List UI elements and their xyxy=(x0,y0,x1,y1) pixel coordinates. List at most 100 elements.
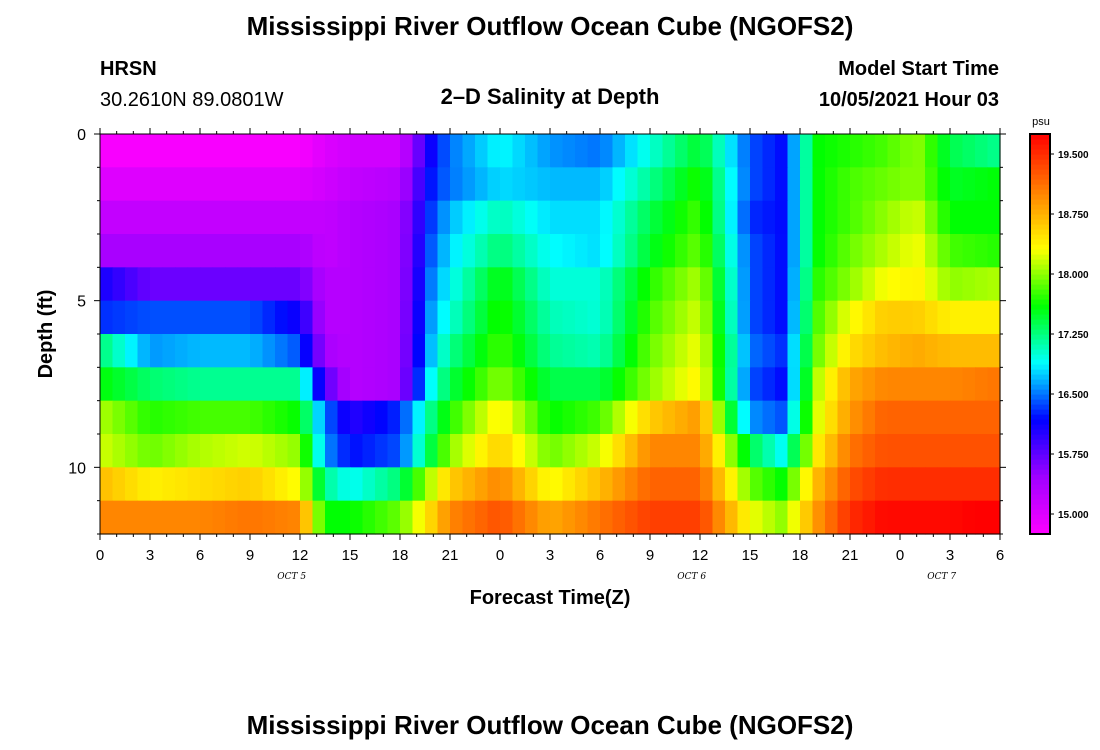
heatmap-cell xyxy=(837,300,851,335)
heatmap-cell xyxy=(287,134,301,168)
heatmap-cell xyxy=(262,267,276,302)
heatmap-cell xyxy=(562,334,576,368)
heatmap-cell xyxy=(425,167,439,202)
heatmap-cell xyxy=(537,267,551,302)
heatmap-cell xyxy=(237,367,251,402)
heatmap-cell xyxy=(987,167,1001,202)
heatmap-cell xyxy=(700,500,714,535)
heatmap-cell xyxy=(150,234,164,268)
heatmap-cell xyxy=(287,167,301,202)
heatmap-cell xyxy=(250,300,264,335)
heatmap-cell xyxy=(662,367,676,402)
heatmap-cell xyxy=(600,267,614,302)
heatmap-cell xyxy=(350,200,364,235)
heatmap-cell xyxy=(887,467,901,502)
heatmap-cell xyxy=(600,367,614,402)
heatmap-cell xyxy=(950,300,964,335)
heatmap-cell xyxy=(262,334,276,368)
heatmap-cell xyxy=(387,500,401,535)
heatmap-cell xyxy=(450,434,464,468)
heatmap-cell xyxy=(437,500,451,535)
heatmap-cell xyxy=(575,134,589,168)
heatmap-cell xyxy=(100,367,114,402)
heatmap-cell xyxy=(350,334,364,368)
colorbar-segment xyxy=(1030,134,1050,140)
heatmap-cell xyxy=(262,234,276,268)
heatmap-cell xyxy=(212,367,226,402)
heatmap-cell xyxy=(437,267,451,302)
heatmap-cell xyxy=(200,200,214,235)
heatmap-cell xyxy=(487,467,501,502)
heatmap-cell xyxy=(487,434,501,468)
heatmap-cell xyxy=(525,500,539,535)
heatmap-cell xyxy=(237,134,251,168)
colorbar-segment xyxy=(1030,189,1050,195)
heatmap-cell xyxy=(325,400,339,435)
heatmap-cell xyxy=(962,234,976,268)
colorbar-segment xyxy=(1030,519,1050,525)
heatmap-cell xyxy=(762,167,776,202)
heatmap-cell xyxy=(425,200,439,235)
heatmap-cell xyxy=(225,400,239,435)
heatmap-cell xyxy=(225,367,239,402)
heatmap-cell xyxy=(300,467,314,502)
heatmap-cell xyxy=(575,234,589,268)
heatmap-cell xyxy=(650,134,664,168)
heatmap-cell xyxy=(850,367,864,402)
heatmap-cell xyxy=(175,367,189,402)
heatmap-cell xyxy=(100,334,114,368)
y-tick-label: 5 xyxy=(77,294,86,311)
heatmap-cell xyxy=(400,300,414,335)
heatmap-cell xyxy=(775,167,789,202)
heatmap-cell xyxy=(787,367,801,402)
heatmap-cell xyxy=(375,200,389,235)
heatmap-cell xyxy=(925,167,939,202)
heatmap-cell xyxy=(287,467,301,502)
colorbar-segment xyxy=(1030,209,1050,215)
heatmap-cell xyxy=(787,267,801,302)
heatmap-cell xyxy=(937,367,951,402)
colorbar-segment xyxy=(1030,154,1050,160)
heatmap-cell xyxy=(562,467,576,502)
heatmap-cell xyxy=(875,367,889,402)
heatmap-cell xyxy=(712,200,726,235)
heatmap-cell xyxy=(675,267,689,302)
heatmap-cell xyxy=(575,300,589,335)
x-tick-label: 18 xyxy=(392,547,409,564)
heatmap-cell xyxy=(950,167,964,202)
heatmap-cell xyxy=(375,434,389,468)
heatmap-cell xyxy=(862,334,876,368)
heatmap-cell xyxy=(125,167,139,202)
heatmap-cell xyxy=(500,134,514,168)
heatmap-cell xyxy=(712,334,726,368)
heatmap-cell xyxy=(425,400,439,435)
heatmap-cell xyxy=(500,434,514,468)
heatmap-cell xyxy=(950,367,964,402)
heatmap-cell xyxy=(875,200,889,235)
heatmap-cell xyxy=(450,167,464,202)
heatmap-cell xyxy=(112,234,126,268)
heatmap-cell xyxy=(550,300,564,335)
heatmap-cell xyxy=(600,234,614,268)
heatmap-cell xyxy=(662,167,676,202)
heatmap-cell xyxy=(637,200,651,235)
heatmap-cell xyxy=(600,467,614,502)
colorbar-segment xyxy=(1030,329,1050,335)
heatmap-cell xyxy=(962,200,976,235)
heatmap-cell xyxy=(587,167,601,202)
heatmap-cell xyxy=(212,234,226,268)
heatmap-cell xyxy=(962,434,976,468)
heatmap-cell xyxy=(662,500,676,535)
heatmap-cell xyxy=(925,500,939,535)
heatmap-cell xyxy=(812,200,826,235)
heatmap-cell xyxy=(237,500,251,535)
heatmap-cell xyxy=(437,300,451,335)
heatmap-cell xyxy=(800,400,814,435)
heatmap-cell xyxy=(700,334,714,368)
colorbar-tick-label: 15.750 xyxy=(1058,450,1089,461)
heatmap-cell xyxy=(187,200,201,235)
heatmap-cell xyxy=(862,367,876,402)
x-tick-label: 15 xyxy=(742,547,759,564)
heatmap-cell xyxy=(362,434,376,468)
heatmap-cell xyxy=(662,134,676,168)
